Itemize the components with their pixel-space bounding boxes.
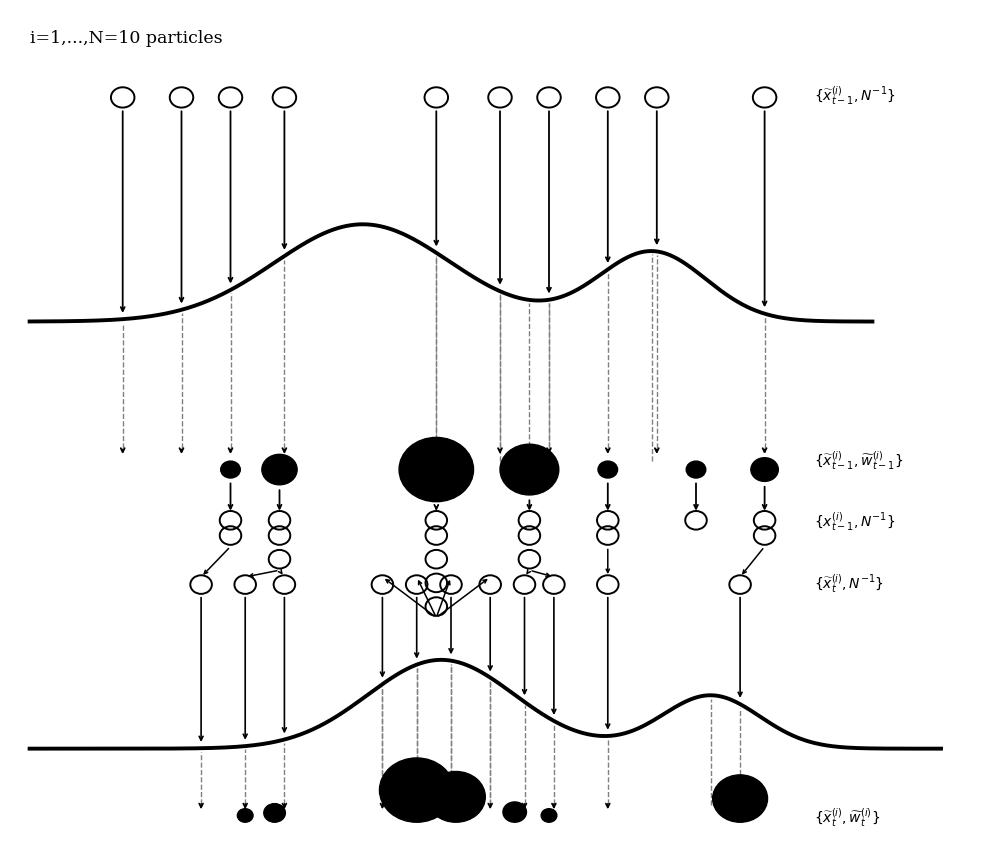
Text: $\{\widetilde{x}_t^{(i)},N^{-1}\}$: $\{\widetilde{x}_t^{(i)},N^{-1}\}$ — [814, 572, 884, 595]
Text: $\{\widetilde{x}_t^{(i)},\widetilde{w}_t^{(i)}\}$: $\{\widetilde{x}_t^{(i)},\widetilde{w}_t… — [814, 807, 880, 829]
Text: $\{x_{t-1}^{(i)},N^{-1}\}$: $\{x_{t-1}^{(i)},N^{-1}\}$ — [814, 511, 895, 533]
Circle shape — [379, 758, 454, 822]
Text: i=1,...,N=10 particles: i=1,...,N=10 particles — [30, 30, 222, 47]
Circle shape — [237, 809, 253, 822]
Circle shape — [598, 461, 618, 478]
Circle shape — [686, 461, 706, 478]
Circle shape — [221, 461, 240, 478]
Circle shape — [262, 454, 297, 485]
Circle shape — [541, 809, 557, 822]
Text: $\{\widetilde{x}_{t-1}^{(i)},\widetilde{w}_{t-1}^{(i)}\}$: $\{\widetilde{x}_{t-1}^{(i)},\widetilde{… — [814, 450, 903, 472]
Circle shape — [500, 444, 559, 495]
Circle shape — [503, 802, 526, 822]
Text: $\{\widetilde{x}_{t-1}^{(i)},N^{-1}\}$: $\{\widetilde{x}_{t-1}^{(i)},N^{-1}\}$ — [814, 85, 895, 107]
Circle shape — [399, 438, 474, 501]
Circle shape — [426, 772, 485, 822]
Circle shape — [713, 775, 768, 822]
Circle shape — [264, 803, 285, 822]
Circle shape — [751, 457, 778, 482]
